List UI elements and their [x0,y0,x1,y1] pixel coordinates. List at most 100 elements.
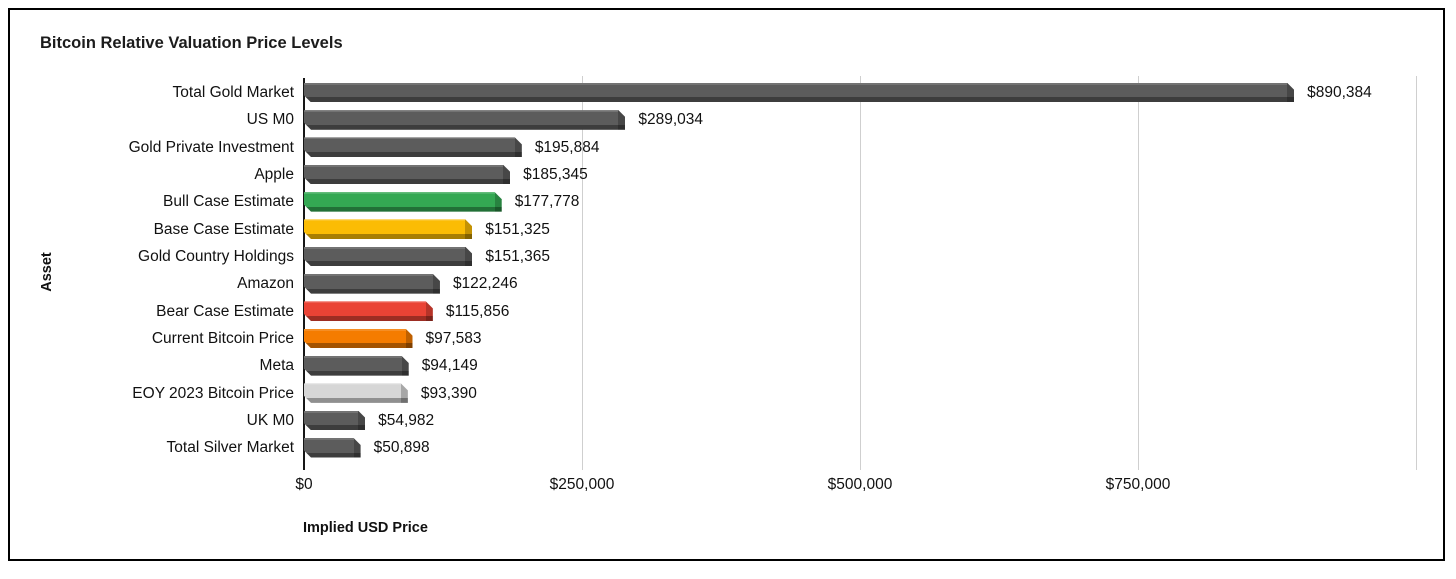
value-label: $50,898 [373,439,430,457]
category-label: Gold Country Holdings [138,247,294,265]
value-label: $177,778 [514,193,580,211]
chart-title: Bitcoin Relative Valuation Price Levels [40,34,343,52]
bar-shine-top [304,110,618,112]
bar-shade-cap [433,274,440,294]
bar [304,192,502,212]
category-label: Apple [254,165,294,183]
y-axis-line [303,78,305,470]
bar [304,247,472,267]
bar-shade-bottom [304,316,433,321]
x-tick-label: $500,000 [827,476,893,493]
bar-shade-bottom [304,234,472,239]
value-label: $115,856 [445,302,510,320]
value-label: $890,384 [1307,84,1372,101]
bar-shade-bottom [304,343,413,348]
bar-shade-cap [495,192,502,212]
bar [304,411,365,431]
bar [304,356,409,376]
bar-shade-cap [515,137,522,157]
bar-shade-cap [402,356,409,376]
bar-shine-top [304,356,402,358]
bar-shade-cap [406,329,413,349]
value-label: $151,365 [485,247,550,265]
bar-row: Total Gold Market $890,384 [0,79,1456,106]
bar-shine-top [304,301,426,303]
bar-shine-top [304,411,358,413]
bar-shade-cap [401,383,408,403]
bar-shade-cap [354,438,361,458]
bar-shine-top [304,219,465,221]
bar [304,329,413,349]
bar-shade-cap [358,411,365,431]
x-tick-label: $0 [295,476,313,493]
value-label: $94,149 [421,357,478,375]
bar-row: Base Case Estimate $151,325 [0,216,1456,243]
bar-row: Current Bitcoin Price $97,583 [0,325,1456,352]
x-axis-title: Implied USD Price [303,520,428,536]
bar-shine-top [304,247,465,249]
bar-shade-cap [503,165,510,185]
value-label: $289,034 [638,111,704,129]
bar-row: Meta $94,149 [0,352,1456,379]
bar-shade-cap [465,247,472,267]
bar [304,438,361,458]
bar [304,137,522,157]
bar-shade-bottom [304,425,365,430]
bar-shade-bottom [304,371,409,376]
category-label: EOY 2023 Bitcoin Price [132,384,294,402]
bar-row: Apple $185,345 [0,161,1456,188]
value-label: $122,246 [452,275,518,293]
category-label: Base Case Estimate [153,220,294,238]
gridline [582,76,583,470]
bar-shine-top [304,165,503,167]
category-label: Bull Case Estimate [163,193,294,211]
category-label: Current Bitcoin Price [151,329,294,347]
bar-row: Amazon $122,246 [0,270,1456,297]
bar-shade-cap [426,301,433,321]
bar-row: Gold Private Investment $195,884 [0,134,1456,161]
bar-row: EOY 2023 Bitcoin Price $93,390 [0,380,1456,407]
bar-shade-cap [1287,83,1294,103]
bar-row: Total Silver Market $50,898 [0,434,1456,461]
bar-shade-cap [618,110,625,130]
category-label: UK M0 [246,411,294,429]
bar-shine-top [304,329,406,331]
bar-row: Gold Country Holdings $151,365 [0,243,1456,270]
bar [304,383,408,403]
bar [304,301,433,321]
category-label: Bear Case Estimate [156,302,294,320]
value-label: $195,884 [534,138,600,156]
bar-shade-bottom [304,152,522,157]
bar [304,83,1294,103]
gridline [860,76,861,470]
bar-shine-top [304,274,433,276]
bar-shade-bottom [304,179,510,184]
bar-row: US M0 $289,034 [0,106,1456,133]
bar-shine-top [304,83,1287,85]
value-label: $97,583 [425,329,482,347]
category-label: Total Gold Market [172,84,294,101]
value-label: $151,325 [485,220,550,238]
value-label: $185,345 [523,165,588,183]
bar-shade-bottom [304,97,1294,102]
bar-shine-top [304,383,401,385]
bar-row: Bull Case Estimate $177,778 [0,188,1456,215]
bar-shine-top [304,438,354,440]
bar-shade-bottom [304,453,361,458]
bar-shade-bottom [304,398,408,403]
value-label: $54,982 [378,411,435,429]
bar-shade-bottom [304,125,625,130]
x-tick-label: $750,000 [1105,476,1171,493]
bar-shade-bottom [304,207,502,212]
bar-shade-bottom [304,261,472,266]
category-label: Total Silver Market [166,439,294,457]
bar [304,110,625,130]
gridline [1416,76,1417,470]
category-label: Gold Private Investment [128,138,294,156]
bar-shine-top [304,192,495,194]
bar [304,274,440,294]
category-label: Amazon [237,275,294,293]
bar-shine-top [304,137,515,139]
bar-row: UK M0 $54,982 [0,407,1456,434]
bar-shade-bottom [304,289,440,294]
